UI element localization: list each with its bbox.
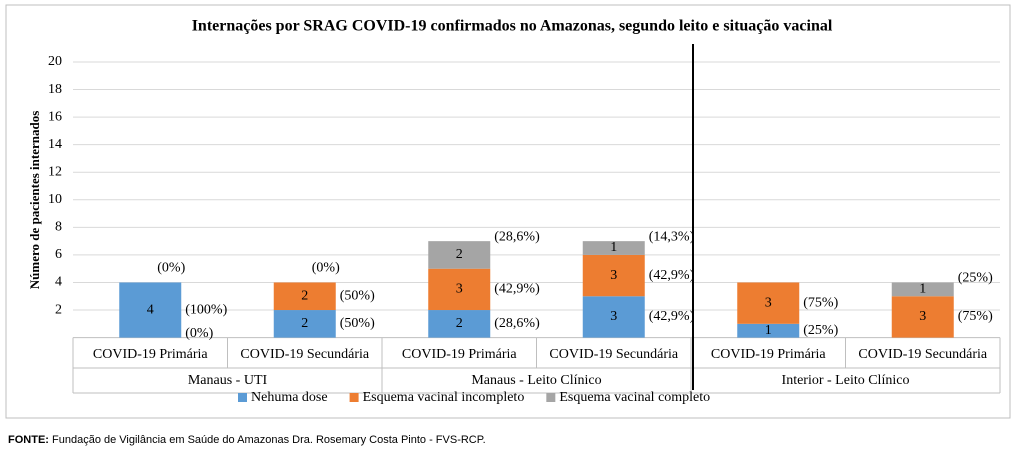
legend-swatch	[238, 393, 247, 402]
share-label: (42,9%)	[649, 309, 695, 324]
y-axis-label: Número de pacientes internados	[27, 111, 42, 290]
y-tick-label: 14	[48, 137, 62, 152]
share-label: (0%)	[157, 261, 185, 276]
y-tick-label: 6	[55, 247, 62, 262]
share-label: (14,3%)	[649, 229, 695, 244]
value-label: 3	[919, 309, 926, 324]
x-tick-label: COVID-19 Primária	[93, 347, 208, 362]
value-label: 3	[456, 282, 463, 297]
value-label: 1	[610, 240, 617, 255]
value-label: 4	[147, 302, 154, 317]
bar-segment	[428, 241, 491, 269]
share-label: (100%)	[185, 302, 227, 317]
x-tick-label: COVID-19 Primária	[402, 347, 517, 362]
value-label: 1	[919, 282, 926, 297]
group-label: Interior - Leito Clínico	[782, 373, 910, 388]
value-label: 2	[456, 316, 463, 331]
bar-segment	[737, 323, 800, 338]
bar-segment	[428, 268, 491, 311]
bar-segment	[273, 310, 336, 338]
x-tick-label: COVID-19 Secundária	[240, 347, 369, 362]
bar-segment	[891, 296, 954, 338]
bar-segment	[273, 282, 336, 311]
share-label: (0%)	[312, 261, 340, 276]
bar-segment	[428, 310, 491, 338]
footer: FONTE: Fundação de Vigilância em Saúde d…	[8, 434, 486, 446]
value-label: 3	[765, 295, 772, 310]
value-label: 1	[765, 323, 772, 338]
value-label: 2	[301, 316, 308, 331]
share-label: (28,6%)	[494, 316, 540, 331]
x-tick-label: COVID-19 Secundária	[858, 347, 987, 362]
source-text: Fundação de Vigilância em Saúde do Amazo…	[52, 434, 486, 446]
share-label: (42,9%)	[494, 282, 540, 297]
share-label: (50%)	[340, 316, 375, 331]
y-tick-label: 2	[55, 302, 62, 317]
bar-segment	[582, 241, 645, 255]
legend-swatch	[546, 393, 556, 402]
share-label: (75%)	[803, 295, 838, 310]
value-label: 3	[610, 309, 617, 324]
legend-label: Esquema vacinal incompleto	[363, 390, 525, 405]
y-tick-label: 18	[48, 82, 62, 97]
chart-frame	[5, 4, 1011, 419]
share-label: (50%)	[340, 288, 375, 303]
value-label: 2	[456, 247, 463, 262]
legend-swatch	[349, 393, 359, 402]
y-tick-label: 8	[55, 220, 62, 235]
bar-segment	[582, 296, 645, 338]
source-label: FONTE:	[8, 434, 49, 446]
bar-segment	[582, 254, 645, 297]
value-label: 3	[610, 268, 617, 283]
y-tick-label: 20	[48, 54, 62, 69]
x-tick-label: COVID-19 Secundária	[549, 347, 678, 362]
legend-label: Nehuma dose	[251, 390, 328, 405]
share-label: (42,9%)	[649, 268, 695, 283]
legend-label: Esquema vacinal completo	[559, 390, 710, 405]
bar-segment	[119, 282, 182, 338]
y-tick-label: 16	[48, 109, 62, 124]
y-tick-label: 12	[48, 164, 62, 179]
y-tick-label: 4	[55, 275, 62, 290]
share-label: (0%)	[185, 326, 213, 341]
value-label: 2	[301, 288, 308, 303]
bar-segment	[737, 282, 800, 324]
share-label: (25%)	[958, 271, 993, 286]
share-label: (75%)	[958, 309, 993, 324]
group-label: Manaus - UTI	[188, 373, 268, 388]
source-note: FONTE: Fundação de Vigilância em Saúde d…	[8, 434, 486, 446]
x-tick-label: COVID-19 Primária	[711, 347, 826, 362]
bar-segment	[891, 282, 954, 297]
chart-title: Internações por SRAG COVID-19 confirmado…	[192, 18, 833, 35]
share-label: (25%)	[803, 323, 838, 338]
group-label: Manaus - Leito Clínico	[471, 373, 601, 388]
share-label: (28,6%)	[494, 229, 540, 244]
y-tick-label: 10	[48, 192, 62, 207]
